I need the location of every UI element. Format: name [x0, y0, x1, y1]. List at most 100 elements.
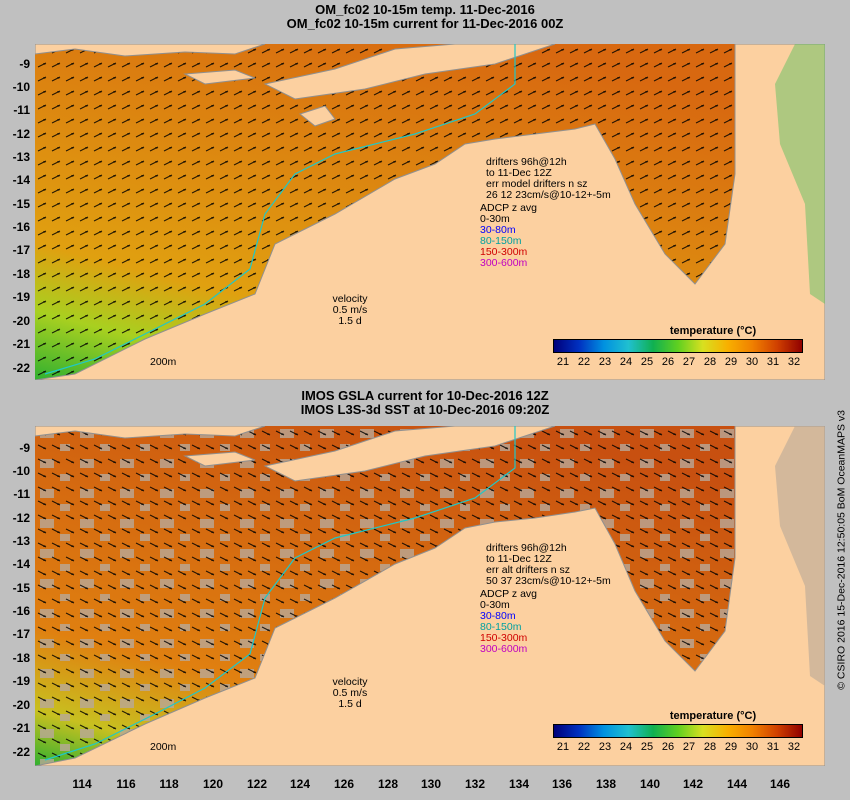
lon-tick: 132 [464, 777, 486, 791]
lat-tick: -22 [12, 361, 30, 375]
lon-tick: 130 [420, 777, 442, 791]
colorbar-tick: 22 [577, 356, 591, 368]
top-map-svg [35, 44, 825, 380]
colorbar-tick: 24 [619, 356, 633, 368]
colorbar-tick: 23 [598, 356, 612, 368]
colorbar-tick: 28 [703, 741, 717, 753]
lat-tick: -19 [12, 674, 30, 688]
lon-tick: 146 [769, 777, 791, 791]
colorbar-tick: 24 [619, 741, 633, 753]
colorbar-tick: 29 [724, 356, 738, 368]
colorbar-tick: 26 [661, 741, 675, 753]
lat-tick: -22 [12, 745, 30, 759]
adcp-item: 300-600m [480, 257, 528, 269]
lat-tick: -14 [12, 557, 30, 571]
bottom-map-svg [35, 426, 825, 766]
lon-tick: 116 [116, 777, 136, 791]
colorbar-tick: 26 [661, 356, 675, 368]
bottom-velocity-legend: velocity 0.5 m/s 1.5 d [320, 677, 380, 710]
lat-tick: -13 [12, 150, 30, 164]
colorbar-tick: 21 [556, 356, 570, 368]
lat-tick: -17 [12, 627, 30, 641]
lon-tick: 122 [246, 777, 268, 791]
drifter-line: err model drifters n sz [486, 178, 588, 190]
australia-land-top [35, 44, 825, 380]
adcp-item: 30-80m [480, 610, 516, 622]
top-depth-scale: 200m [150, 356, 177, 368]
drifter-line: 26 12 23cm/s@10-12+-5m [486, 189, 611, 201]
lat-tick: -18 [12, 267, 30, 281]
velocity-duration: 1.5 d [338, 698, 362, 710]
adcp-item: 0-30m [480, 599, 510, 611]
colorbar-tick: 22 [577, 741, 591, 753]
top-title-2: OM_fc02 10-15m current for 11-Dec-2016 0… [286, 16, 564, 31]
colorbar-title: temperature (°C) [669, 710, 757, 722]
lat-tick: -10 [12, 464, 30, 478]
lat-tick: -16 [12, 604, 30, 618]
lon-tick: 114 [72, 777, 92, 791]
colorbar-tick: 27 [682, 741, 696, 753]
colorbar-tick: 29 [724, 741, 738, 753]
bottom-drifter-legend: drifters 96h@12h to 11-Dec 12Z err alt d… [480, 543, 611, 655]
drifter-line: err alt drifters n sz [486, 564, 571, 576]
lat-tick: -21 [12, 337, 30, 351]
colorbar-tick: 27 [682, 356, 696, 368]
lon-tick: 134 [508, 777, 530, 791]
bottom-map [35, 426, 825, 766]
lat-tick: -17 [12, 243, 30, 257]
colorbar-tick: 31 [766, 741, 780, 753]
adcp-item: 300-600m [480, 643, 528, 655]
lon-tick: 120 [202, 777, 224, 791]
lon-tick: 136 [551, 777, 573, 791]
colorbar-ramp [553, 339, 803, 353]
bottom-depth-scale: 200m [150, 741, 177, 753]
adcp-item: 150-300m [480, 246, 528, 258]
drifter-line: to 11-Dec 12Z [486, 553, 552, 565]
adcp-item: 150-300m [480, 632, 528, 644]
lat-tick: -14 [12, 173, 30, 187]
bottom-title-1: IMOS GSLA current for 10-Dec-2016 12Z [301, 388, 549, 403]
colorbar-tick: 21 [556, 741, 570, 753]
velocity-speed: 0.5 m/s [332, 687, 368, 699]
lon-tick: 140 [639, 777, 661, 791]
top-title-1: OM_fc02 10-15m temp. 11-Dec-2016 [315, 2, 535, 17]
colorbar-tick: 25 [640, 356, 654, 368]
colorbar-tick: 28 [703, 356, 717, 368]
lat-tick: -18 [12, 651, 30, 665]
colorbar-tick: 32 [787, 741, 801, 753]
colorbar-tick: 30 [745, 741, 759, 753]
lat-tick: -12 [12, 511, 30, 525]
bottom-colorbar: temperature (°C) 21 22 23 24 25 26 27 28… [553, 710, 803, 753]
lon-tick: 128 [377, 777, 399, 791]
lat-tick: -9 [19, 441, 30, 455]
top-drifter-legend: drifters 96h@12h to 11-Dec 12Z err model… [480, 157, 611, 269]
velocity-duration: 1.5 d [338, 315, 362, 327]
adcp-item: 80-150m [480, 621, 522, 633]
lat-tick: -19 [12, 290, 30, 304]
adcp-title: ADCP z avg [480, 202, 537, 214]
colorbar-tick: 30 [745, 356, 759, 368]
credit-text: © CSIRO 2016 15-Dec-2016 12:50:05 BoM Oc… [836, 410, 848, 690]
colorbar-title: temperature (°C) [669, 325, 757, 337]
lat-tick: -11 [13, 103, 30, 117]
drifter-line: drifters 96h@12h [486, 542, 567, 554]
adcp-item: 80-150m [480, 235, 522, 247]
colorbar-ticks: 21 22 23 24 25 26 27 28 29 30 31 32 [553, 353, 803, 368]
lat-tick: -11 [13, 487, 30, 501]
lat-tick: -15 [12, 197, 30, 211]
lat-tick: -21 [12, 721, 30, 735]
lon-tick: 142 [682, 777, 704, 791]
velocity-label: velocity [332, 293, 368, 305]
colorbar-tick: 32 [787, 356, 801, 368]
lat-tick: -15 [12, 581, 30, 595]
top-map [35, 44, 825, 380]
colorbar-ramp [553, 724, 803, 738]
lat-tick: -20 [12, 314, 30, 328]
colorbar-tick: 25 [640, 741, 654, 753]
colorbar-tick: 31 [766, 356, 780, 368]
drifter-line: 50 37 23cm/s@10-12+-5m [486, 575, 611, 587]
lat-tick: -13 [12, 534, 30, 548]
drifter-line: drifters 96h@12h [486, 156, 567, 168]
lat-tick: -10 [12, 80, 30, 94]
colorbar-ticks: 21 22 23 24 25 26 27 28 29 30 31 32 [553, 738, 803, 753]
